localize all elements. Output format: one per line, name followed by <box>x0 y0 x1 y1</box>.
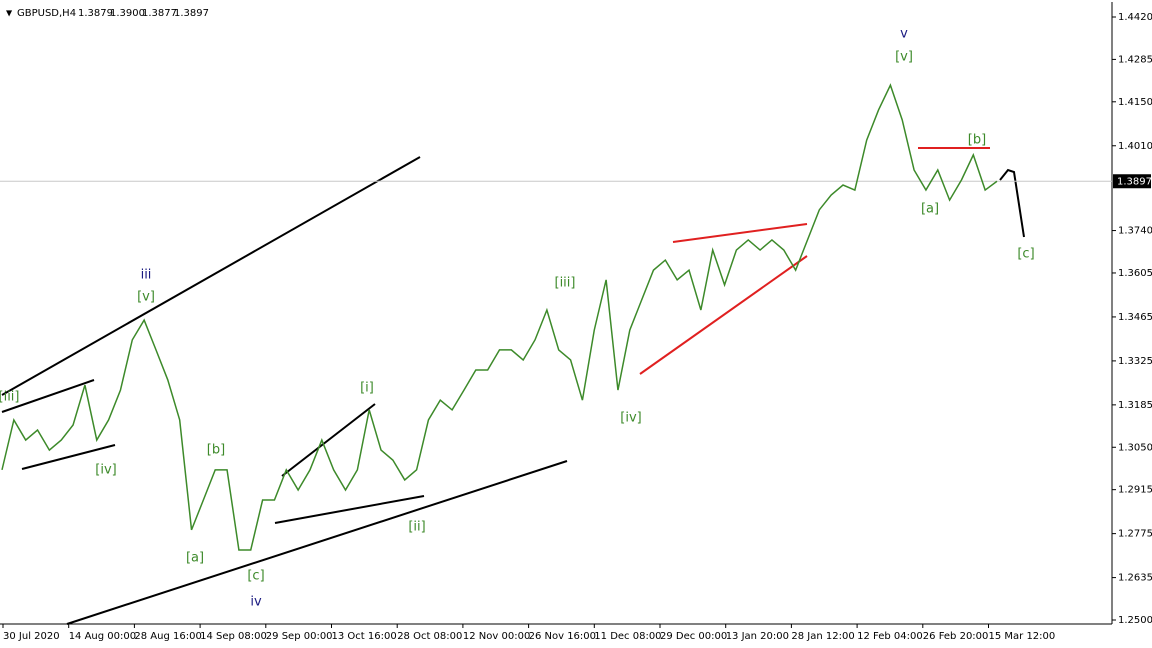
wave-label: [ii] <box>408 520 425 535</box>
wave-label: v <box>900 27 908 42</box>
wave-label: [c] <box>1017 247 1034 262</box>
price-line <box>1 83 998 551</box>
y-tick-label: 1.4420 <box>1118 12 1152 23</box>
y-tick-label: 1.3740 <box>1118 226 1152 237</box>
x-tick-label: 12 Nov 00:00 <box>463 631 530 642</box>
wave-label: iii <box>141 268 152 283</box>
wave-label: [c] <box>247 569 264 584</box>
x-tick-label: 14 Aug 00:00 <box>69 631 136 642</box>
triangle-line <box>1 379 95 413</box>
y-tick-label: 1.4285 <box>1118 54 1152 65</box>
y-tick-label: 1.3325 <box>1118 356 1152 367</box>
wave-label: [v] <box>895 50 913 65</box>
symbol-marker: ▼ <box>6 9 13 18</box>
y-tick-label: 1.4150 <box>1118 97 1152 108</box>
wave-label: iv <box>250 595 262 610</box>
ohlc: 1.3879 <box>78 8 113 19</box>
y-tick-label: 1.2500 <box>1118 615 1152 626</box>
y-tick-label: 1.3465 <box>1118 312 1152 323</box>
last-price-label: 1.3897 <box>1117 176 1152 187</box>
symbol: GBPUSD,H4 <box>17 8 76 19</box>
x-tick-label: 28 Jan 12:00 <box>791 631 854 642</box>
y-tick-label: 1.3185 <box>1118 400 1152 411</box>
wave-label: [iv] <box>95 463 116 478</box>
x-tick-label: 26 Feb 20:00 <box>923 631 989 642</box>
forecast-path <box>999 168 1025 238</box>
x-tick-label: 29 Dec 00:00 <box>660 631 727 642</box>
ohlc: 1.3897 <box>174 8 209 19</box>
triangle-line <box>672 223 808 243</box>
x-tick-label: 30 Jul 2020 <box>3 631 60 642</box>
x-tick-label: 11 Dec 08:00 <box>594 631 661 642</box>
wave-label: [v] <box>137 290 155 305</box>
y-tick-label: 1.3050 <box>1118 442 1152 453</box>
x-tick-label: 14 Sep 08:00 <box>200 631 267 642</box>
y-tick-label: 1.2635 <box>1118 573 1152 584</box>
x-tick-label: 13 Oct 16:00 <box>332 631 397 642</box>
y-tick-label: 1.2915 <box>1118 485 1152 496</box>
trend-lines <box>1 147 1025 625</box>
wave-label: [i] <box>360 381 374 396</box>
ohlc: 1.3900 <box>110 8 145 19</box>
wave-label: [iii] <box>555 276 576 291</box>
triangle-line <box>639 255 808 375</box>
triangle-line <box>281 403 376 477</box>
x-tick-label: 13 Jan 20:00 <box>726 631 789 642</box>
wave-label: [iii] <box>0 390 19 405</box>
triangle-line <box>274 495 425 524</box>
x-tick-label: 15 Mar 12:00 <box>989 631 1056 642</box>
wave-label: [b] <box>207 443 225 458</box>
last-price-box <box>1113 174 1151 189</box>
x-tick-label: 26 Nov 16:00 <box>529 631 596 642</box>
x-tick-label: 29 Sep 00:00 <box>266 631 333 642</box>
wave-label: [iv] <box>620 411 641 426</box>
y-tick-label: 1.3605 <box>1118 268 1152 279</box>
channel-line <box>1 156 421 396</box>
triangle-line <box>21 444 116 470</box>
wave-label: [a] <box>186 551 204 566</box>
wave-label: [b] <box>968 133 986 148</box>
x-tick-label: 28 Oct 08:00 <box>397 631 462 642</box>
ohlc: 1.3877 <box>142 8 177 19</box>
x-tick-label: 12 Feb 04:00 <box>857 631 923 642</box>
channel-line <box>66 460 568 625</box>
y-tick-label: 1.2775 <box>1118 529 1152 540</box>
wave-label: [a] <box>921 202 939 217</box>
y-tick-label: 1.4010 <box>1118 141 1152 152</box>
x-tick-label: 28 Aug 16:00 <box>134 631 201 642</box>
